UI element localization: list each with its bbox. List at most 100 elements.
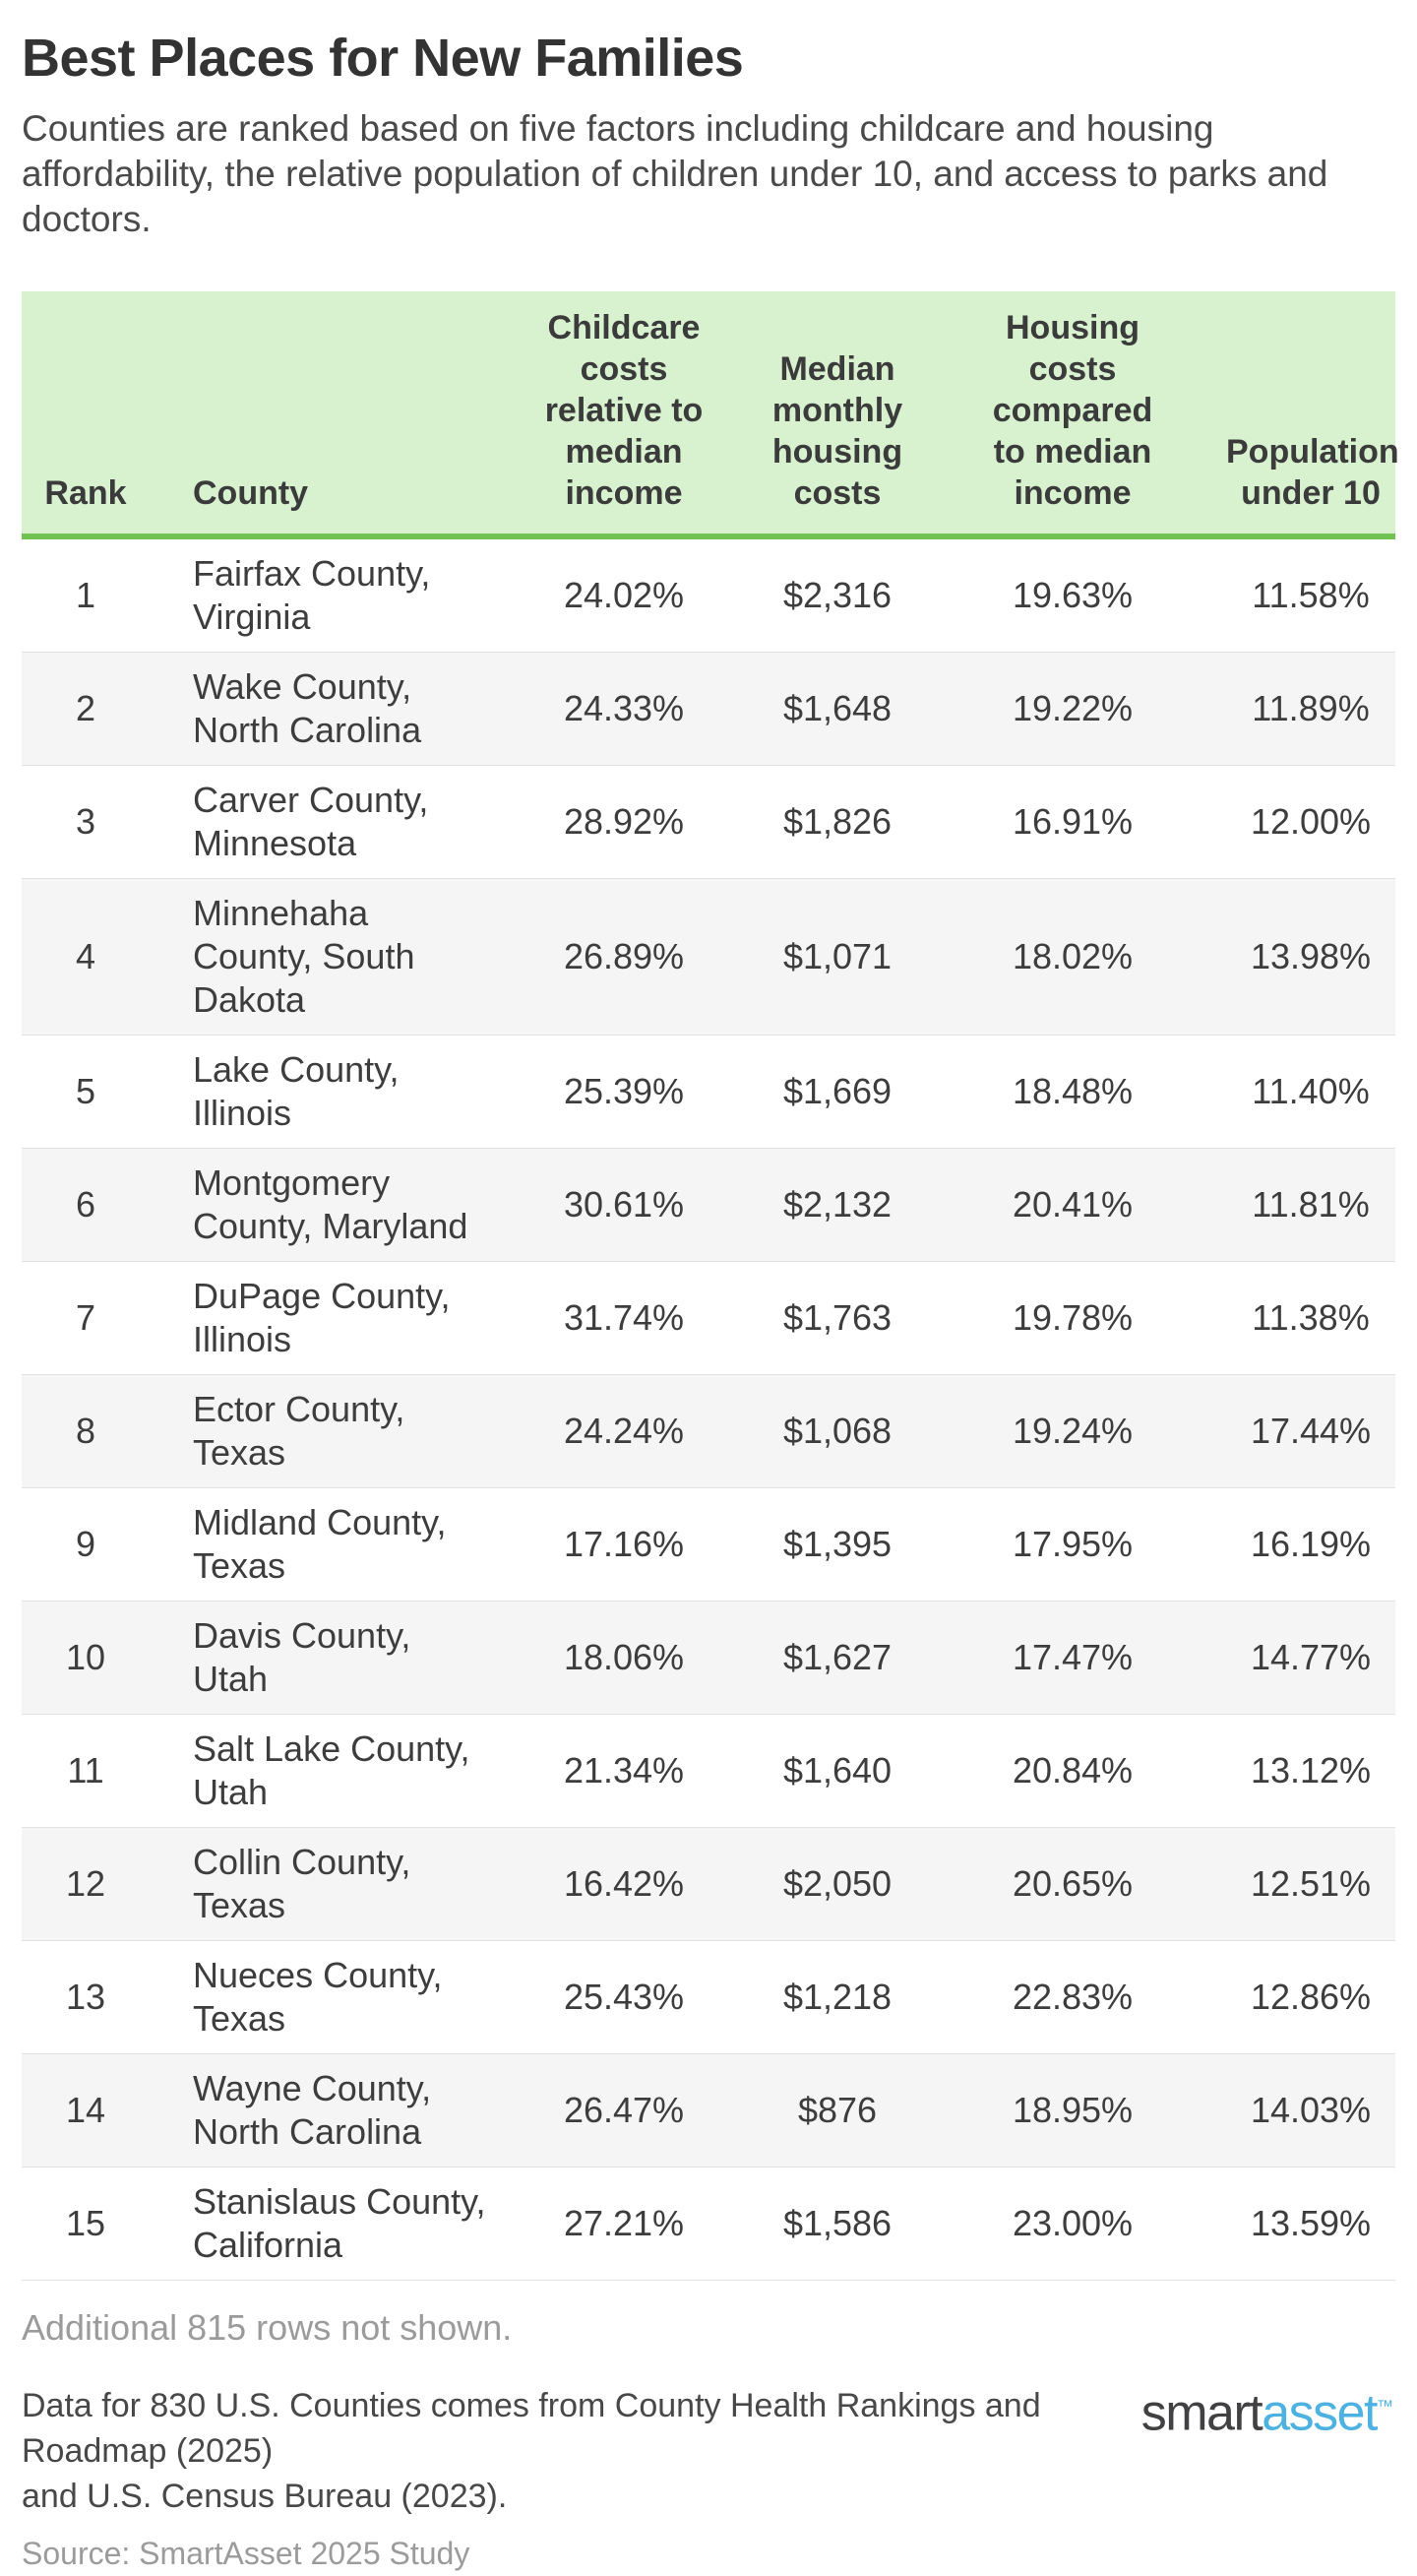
- logo-smart-text: smart: [1140, 2384, 1263, 2442]
- table-row: 10 Davis County, Utah 18.06% $1,627 17.47% 14…: [22, 1601, 1395, 1715]
- cell-housing: 18.95%: [958, 2053, 1187, 2168]
- cell-population: 13.59%: [1187, 2167, 1395, 2281]
- cell-county: Wayne County, North Carolina: [150, 2053, 531, 2168]
- cell-rank: 3: [22, 765, 150, 879]
- cell-median: $1,586: [716, 2167, 958, 2281]
- cell-county: Stanislaus County, California: [150, 2167, 531, 2281]
- cell-population: 17.44%: [1187, 1374, 1395, 1488]
- cell-childcare: 26.47%: [531, 2053, 716, 2168]
- table-row: 15 Stanislaus County, California 27.21% $1,…: [22, 2167, 1395, 2281]
- cell-county: Montgomery County, Maryland: [150, 1148, 531, 1262]
- logo-trademark-icon: ™: [1377, 2397, 1393, 2416]
- source-note: Source: SmartAsset 2025 Study: [22, 2536, 470, 2571]
- table-body: 1 Fairfax County, Virginia 24.02% $2,316 19.…: [22, 536, 1395, 2281]
- cell-median: $1,669: [716, 1035, 958, 1149]
- cell-childcare: 31.74%: [531, 1261, 716, 1375]
- cell-rank: 9: [22, 1487, 150, 1602]
- cell-rank: 2: [22, 652, 150, 766]
- cell-rank: 7: [22, 1261, 150, 1375]
- cell-population: 11.40%: [1187, 1035, 1395, 1149]
- table-row: 2 Wake County, North Carolina 24.33% $1,648…: [22, 652, 1395, 766]
- cell-rank: 10: [22, 1601, 150, 1715]
- cell-median: $2,316: [782, 575, 893, 615]
- table-row: 8 Ector County, Texas 24.24% $1,068 19.24% 17…: [22, 1374, 1395, 1488]
- cell-population: 13.98%: [1187, 878, 1395, 1036]
- page-description: Counties are ranked based on five factor…: [22, 108, 1328, 239]
- cell-housing: 20.41%: [958, 1148, 1187, 1262]
- cell-housing: 18.02%: [958, 878, 1187, 1036]
- cell-childcare: 26.89%: [531, 878, 716, 1036]
- cell-population: 14.77%: [1187, 1601, 1395, 1715]
- cell-county: Nueces County, Texas: [150, 1940, 531, 2054]
- cell-median: $1,071: [716, 878, 958, 1036]
- cell-population: 12.51%: [1187, 1827, 1395, 1941]
- data-source-note: Data for 830 U.S. Counties comes from Co…: [22, 2387, 1041, 2515]
- column-header-median: Median monthly housing costs: [716, 291, 958, 539]
- cell-childcare: 24.33%: [531, 652, 716, 766]
- cell-county: Davis County, Utah: [150, 1601, 531, 1715]
- cell-median: $1,627: [716, 1601, 958, 1715]
- cell-housing: 16.91%: [958, 765, 1187, 879]
- cell-county: Ector County, Texas: [150, 1374, 531, 1488]
- column-header-childcare: Childcare costs relative to median incom…: [531, 291, 716, 539]
- cell-median: $1,826: [716, 765, 958, 879]
- cell-housing: 20.65%: [958, 1827, 1187, 1941]
- logo-asset-text: asset: [1262, 2384, 1378, 2442]
- cell-median: $1,218: [716, 1940, 958, 2054]
- cell-population: 11.89%: [1187, 652, 1395, 766]
- table-row: 3 Carver County, Minnesota 28.92% $1,826 16.…: [22, 765, 1395, 879]
- cell-rank: 14: [22, 2053, 150, 2168]
- cell-population: 13.12%: [1187, 1714, 1395, 1828]
- table-row: 12 Collin County, Texas 16.42% $2,050 20.65%…: [22, 1827, 1395, 1941]
- column-header-population: Population under 10: [1187, 291, 1399, 539]
- cell-housing: 23.00%: [958, 2167, 1187, 2281]
- cell-rank: 4: [22, 878, 150, 1036]
- cell-housing: 19.63%: [1012, 575, 1134, 615]
- cell-childcare: 25.43%: [531, 1940, 716, 2054]
- cell-housing: 18.48%: [958, 1035, 1187, 1149]
- cell-county: Carver County, Minnesota: [150, 765, 531, 879]
- cell-childcare: 21.34%: [531, 1714, 716, 1828]
- cell-county: Wake County, North Carolina: [150, 652, 531, 766]
- cell-childcare: 18.06%: [531, 1601, 716, 1715]
- cell-population: 14.03%: [1187, 2053, 1395, 2168]
- column-header-rank: Rank: [22, 291, 150, 539]
- cell-rank: 13: [22, 1940, 150, 2054]
- column-header-housing: Housing costs compared to median income: [958, 291, 1187, 539]
- cell-county: Fairfax County, Virginia: [193, 553, 431, 637]
- cell-housing: 17.95%: [958, 1487, 1187, 1602]
- cell-rank: 1: [75, 575, 96, 615]
- cell-childcare: 16.42%: [531, 1827, 716, 1941]
- cell-median: $2,132: [716, 1148, 958, 1262]
- cell-rank: 8: [22, 1374, 150, 1488]
- cell-childcare: 17.16%: [531, 1487, 716, 1602]
- cell-county: Lake County, Illinois: [150, 1035, 531, 1149]
- table-header-row: Rank County Childcare costs relative to …: [22, 291, 1399, 539]
- cell-median: $1,648: [716, 652, 958, 766]
- cell-childcare: 24.02%: [563, 575, 685, 615]
- cell-housing: 19.24%: [958, 1374, 1187, 1488]
- cell-county: Minnehaha County, South Dakota: [150, 878, 531, 1036]
- cell-rank: 11: [22, 1714, 150, 1828]
- table-row: 9 Midland County, Texas 17.16% $1,395 17.95%…: [22, 1487, 1395, 1602]
- additional-rows-note: Additional 815 rows not shown.: [22, 2307, 513, 2348]
- cell-median: $876: [716, 2053, 958, 2168]
- cell-childcare: 27.21%: [531, 2167, 716, 2281]
- table-row: 14 Wayne County, North Carolina 26.47% $876…: [22, 2053, 1395, 2168]
- cell-median: $1,395: [716, 1487, 958, 1602]
- cell-rank: 15: [22, 2167, 150, 2281]
- column-header-county: County: [150, 291, 531, 539]
- footer: Data for 830 U.S. Counties comes from Co…: [22, 2383, 1395, 2519]
- cell-population: 16.19%: [1187, 1487, 1395, 1602]
- cell-housing: 19.22%: [958, 652, 1187, 766]
- cell-median: $2,050: [716, 1827, 958, 1941]
- cell-population: 11.81%: [1187, 1148, 1395, 1262]
- rankings-table: Rank County Childcare costs relative to …: [22, 291, 1399, 2281]
- table-row: 7 DuPage County, Illinois 31.74% $1,763 19.7…: [22, 1261, 1395, 1375]
- cell-median: $1,763: [716, 1261, 958, 1375]
- cell-county: Salt Lake County, Utah: [150, 1714, 531, 1828]
- table-row: 6 Montgomery County, Maryland 30.61% $2,132…: [22, 1148, 1395, 1262]
- cell-childcare: 30.61%: [531, 1148, 716, 1262]
- cell-population: 12.86%: [1187, 1940, 1395, 2054]
